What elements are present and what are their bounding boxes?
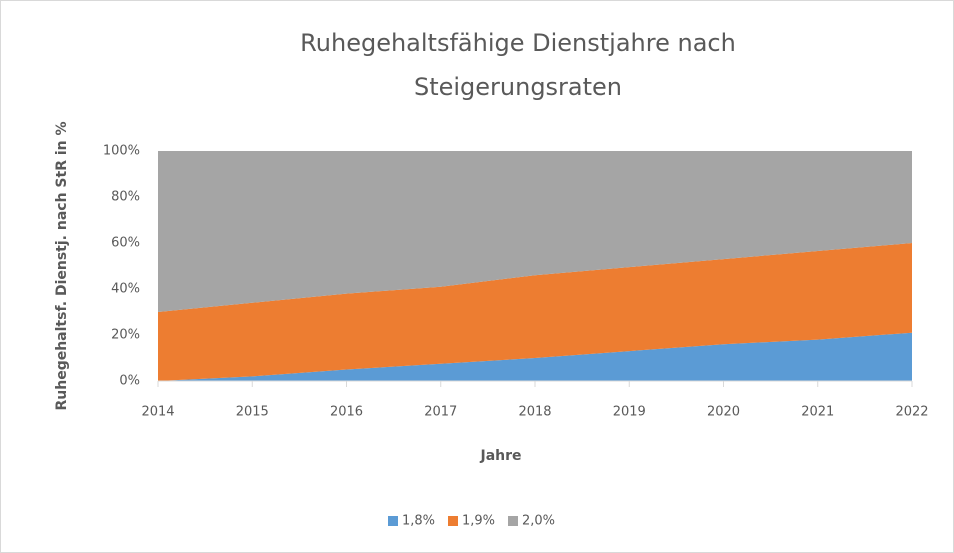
x-tick-label: 2021 xyxy=(801,405,834,420)
y-tick-label: 100% xyxy=(103,144,140,159)
x-tick-label: 2015 xyxy=(236,405,269,420)
area xyxy=(158,243,912,381)
x-axis-label: Jahre xyxy=(479,448,521,464)
x-tick-label: 2016 xyxy=(330,405,363,420)
y-tick-label: 80% xyxy=(111,190,140,205)
x-tick-label: 2018 xyxy=(518,405,551,420)
y-axis-label: Ruhegehaltsf. Dienstj. nach StR in % xyxy=(54,121,70,410)
legend-swatch xyxy=(448,516,458,526)
area xyxy=(158,151,912,312)
legend-swatch xyxy=(388,516,398,526)
chart-title: Steigerungsraten xyxy=(414,73,622,101)
chart-title: Ruhegehaltsfähige Dienstjahre nach xyxy=(300,29,736,57)
x-tick-label: 2022 xyxy=(895,405,928,420)
legend-label: 1,8% xyxy=(402,514,435,529)
x-tick-label: 2019 xyxy=(613,405,646,420)
x-tick-label: 2020 xyxy=(707,405,740,420)
y-tick-label: 60% xyxy=(111,236,140,251)
legend-label: 1,9% xyxy=(462,514,495,529)
y-tick-label: 40% xyxy=(111,282,140,297)
area xyxy=(158,332,912,381)
x-tick-label: 2014 xyxy=(141,405,174,420)
x-tick-label: 2017 xyxy=(424,405,457,420)
y-tick-label: 20% xyxy=(111,328,140,343)
legend-swatch xyxy=(508,516,518,526)
y-tick-label: 0% xyxy=(119,374,140,389)
legend-label: 2,0% xyxy=(522,514,555,529)
